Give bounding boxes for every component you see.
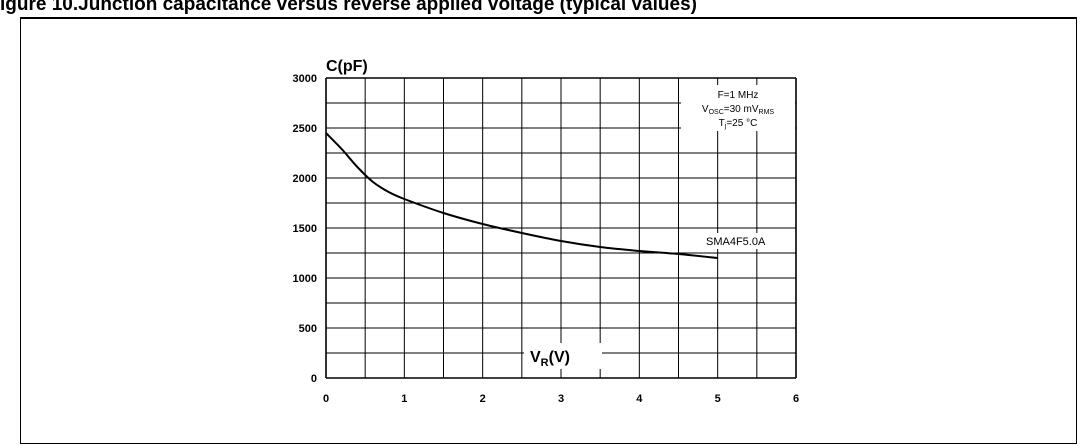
condition-vosc: VOSC=30 mVRMS [702, 104, 774, 116]
conditions-box [681, 85, 795, 131]
x-tick-label-3: 3 [558, 393, 564, 405]
y-tick-label-6: 3000 [293, 73, 317, 85]
y-tick-label-1: 500 [299, 323, 317, 335]
x-tick-label-4: 4 [636, 393, 643, 405]
condition-frequency: F=1 MHz [718, 90, 759, 101]
x-axis-label: VR(V) [530, 349, 570, 369]
figure-frame [20, 17, 1077, 444]
series-layer [325, 132, 718, 259]
y-tick-label-0: 0 [311, 373, 317, 385]
series-label-bg [702, 233, 772, 249]
y-tick-label-4: 2000 [293, 173, 317, 185]
condition-tj: Tj=25 °C [719, 118, 758, 130]
series-label-sma4f5: SMA4F5.0A [706, 236, 766, 248]
x-tick-label-0: 0 [323, 393, 329, 405]
x-tick-label-1: 1 [401, 393, 407, 405]
figure-caption: igure 10.Junction capacitance versus rev… [0, 0, 697, 15]
x-tick-label-2: 2 [480, 393, 486, 405]
x-tick-label-5: 5 [715, 393, 721, 405]
tick-labels: 0 1 2 3 4 5 6 0 500 1000 1500 2000 2500 3000 [293, 73, 800, 405]
series-line-0 [325, 132, 718, 259]
x-tick-label-6: 6 [793, 393, 799, 405]
y-tick-label-2: 1000 [293, 273, 317, 285]
y-tick-label-3: 1500 [293, 223, 317, 235]
y-axis-label: C(pF) [326, 58, 368, 75]
x-axis-label-bg [524, 343, 602, 369]
y-tick-label-5: 2500 [293, 123, 317, 135]
